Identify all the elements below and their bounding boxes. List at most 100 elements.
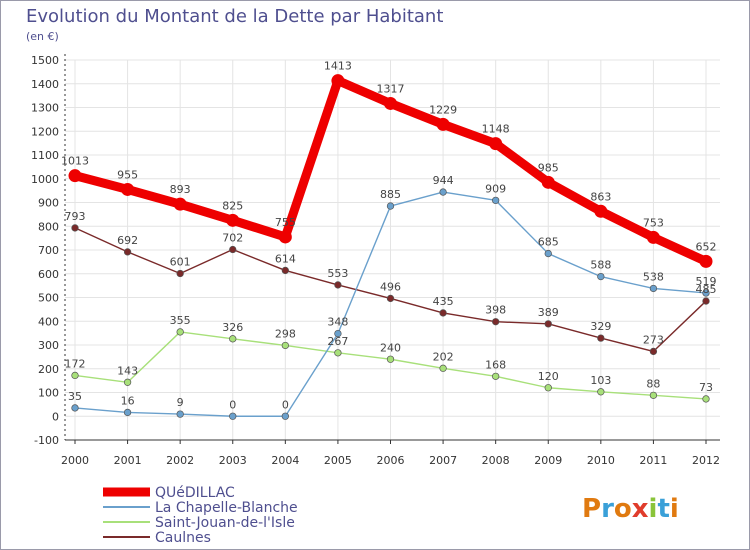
- series-point: [173, 197, 187, 211]
- x-tick-label: 2007: [429, 454, 457, 467]
- data-label: 398: [485, 304, 506, 317]
- series-point: [68, 169, 82, 183]
- series-point: [702, 395, 710, 403]
- logo-text: Proxiti: [582, 494, 679, 524]
- logo-letter: r: [601, 494, 614, 524]
- legend-label: La Chapelle-Blanche: [155, 500, 298, 516]
- data-label: 1148: [482, 123, 510, 136]
- series-point: [71, 224, 79, 232]
- data-label: 601: [170, 256, 191, 269]
- series-point: [386, 294, 395, 303]
- series-point: [702, 289, 710, 297]
- logo-letter: t: [657, 494, 669, 524]
- series-point: [281, 341, 289, 350]
- data-label: 863: [590, 190, 611, 203]
- series-point: [281, 412, 289, 420]
- series-point: [176, 269, 184, 278]
- series-point: [489, 137, 503, 151]
- y-tick-label: 200: [38, 363, 59, 376]
- series-point: [123, 248, 132, 256]
- series-point: [649, 347, 658, 356]
- data-label: 1413: [324, 60, 352, 73]
- series-point: [281, 266, 289, 275]
- proxiti-logo: Proxiti: [582, 494, 679, 524]
- data-label: 0: [229, 398, 236, 411]
- series-point: [649, 284, 658, 293]
- x-tick-label: 2009: [534, 454, 562, 467]
- logo-letter: x: [632, 494, 649, 524]
- data-label: 755: [275, 216, 296, 229]
- data-label: 267: [327, 335, 348, 348]
- data-label: 273: [643, 333, 664, 346]
- series-point: [176, 410, 184, 418]
- series-point: [594, 204, 608, 218]
- series-point: [699, 254, 713, 268]
- y-tick-label: 500: [38, 292, 59, 305]
- data-label: 143: [117, 364, 138, 377]
- data-label: 485: [696, 283, 717, 296]
- data-label: 348: [327, 316, 348, 329]
- data-label: 202: [433, 350, 454, 363]
- data-label: 588: [590, 259, 611, 272]
- series-point: [229, 335, 237, 343]
- data-label: 168: [485, 358, 506, 371]
- series-point: [597, 388, 605, 396]
- data-label: 88: [646, 377, 660, 390]
- data-label: 16: [121, 394, 135, 407]
- y-tick-label: 0: [52, 410, 59, 423]
- data-label: 9: [177, 396, 184, 409]
- x-tick-label: 2000: [61, 454, 89, 467]
- legend-label: Caulnes: [155, 530, 211, 546]
- data-label: 893: [170, 183, 191, 196]
- x-tick-label: 2001: [114, 454, 142, 467]
- legend-label: Saint-Jouan-de-l'Isle: [155, 515, 295, 531]
- series-point: [226, 213, 240, 227]
- series-point: [544, 249, 552, 258]
- data-label: 553: [327, 267, 348, 280]
- data-label: 73: [699, 381, 713, 394]
- data-label: 793: [65, 210, 86, 223]
- series-layer: [68, 74, 713, 420]
- series-point: [123, 378, 132, 386]
- series-point: [544, 384, 552, 392]
- y-tick-label: 100: [38, 387, 59, 400]
- data-label: 35: [68, 390, 82, 403]
- y-tick-label: 1100: [31, 149, 59, 162]
- series-point: [278, 230, 292, 244]
- data-label: 985: [538, 161, 559, 174]
- series-point: [229, 412, 237, 420]
- data-label: 298: [275, 327, 296, 340]
- chart-title: Evolution du Montant de la Dette par Hab…: [26, 6, 443, 27]
- y-tick-label: 700: [38, 244, 59, 257]
- x-tick-label: 2010: [587, 454, 615, 467]
- data-label: 692: [117, 234, 138, 247]
- y-tick-label: 600: [38, 268, 59, 281]
- y-tick-label: 900: [38, 197, 59, 210]
- series-point: [71, 404, 79, 412]
- y-tick-label: -100: [34, 434, 59, 447]
- series-point: [176, 328, 184, 336]
- logo-letter: o: [614, 494, 632, 524]
- series-point: [597, 334, 605, 342]
- series-point: [649, 391, 658, 400]
- y-tick-label: 800: [38, 220, 59, 233]
- x-tick-label: 2002: [166, 454, 194, 467]
- y-tick-label: 1300: [31, 102, 59, 115]
- series-point: [544, 320, 552, 328]
- series-point: [439, 364, 447, 372]
- data-label: 753: [643, 216, 664, 229]
- series-point: [702, 297, 710, 305]
- data-label: 1013: [61, 155, 89, 168]
- logo-letter: P: [582, 494, 601, 524]
- data-label: 355: [170, 314, 191, 327]
- series-point: [123, 408, 132, 417]
- label-layer: 793 692 601 702 614 553 496 435 398 389 329 273 485 1…: [61, 60, 717, 412]
- series-point: [439, 309, 447, 317]
- x-tick-label: 2003: [219, 454, 247, 467]
- series-point: [121, 182, 135, 196]
- series-point: [492, 372, 500, 381]
- data-label: 702: [222, 232, 243, 245]
- x-tick-label: 2004: [271, 454, 299, 467]
